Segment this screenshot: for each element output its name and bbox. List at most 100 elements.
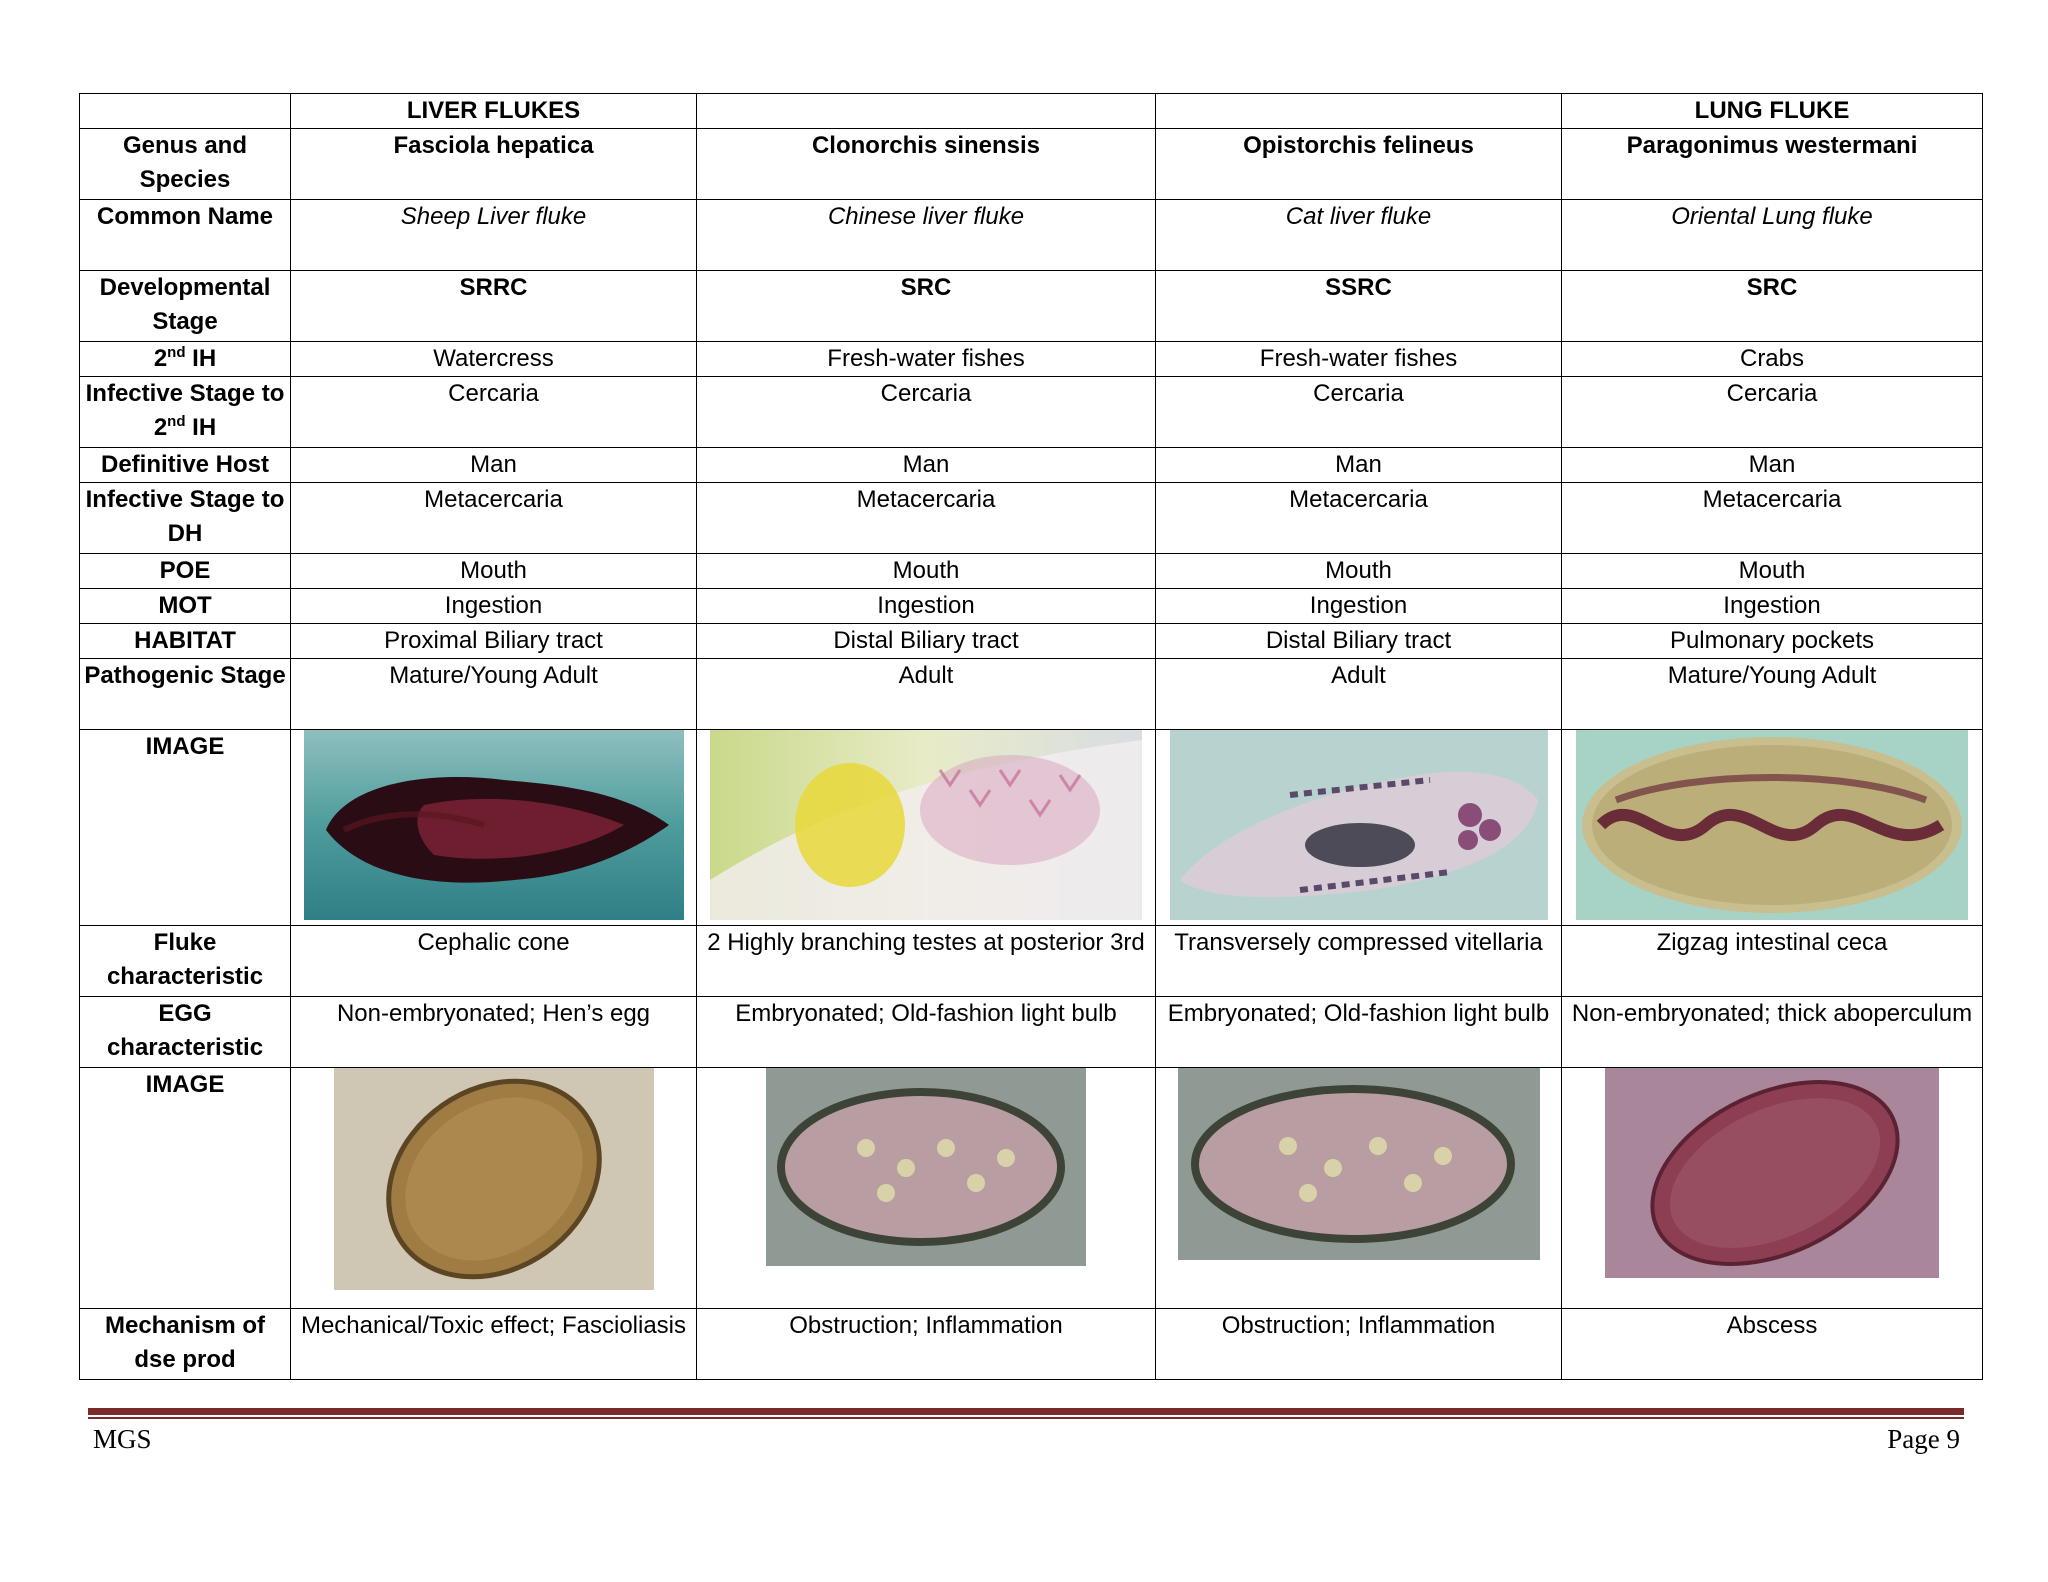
table-cell: 2 Highly branching testes at posterior 3… <box>696 925 1156 997</box>
table-row: Mechanism of dse prod Mechanical/Toxic e… <box>79 1308 1983 1380</box>
row-label: Genus and Species <box>79 128 291 200</box>
table-row: Developmental Stage SRRC SRC SSRC SRC <box>79 270 1983 342</box>
table-cell: Adult <box>1155 658 1562 730</box>
table-cell: Non-embryonated; Hen’s egg <box>290 996 697 1068</box>
paragonimus-adult-image <box>1561 729 1983 926</box>
table-cell: Watercress <box>290 341 697 377</box>
paragonimus-egg-image <box>1561 1067 1983 1309</box>
table-cell: SRRC <box>290 270 697 342</box>
table-cell: Clonorchis sinensis <box>696 128 1156 200</box>
table-cell: Chinese liver fluke <box>696 199 1156 271</box>
egg-image-row: IMAGE <box>79 1067 1983 1309</box>
table-cell: Cephalic cone <box>290 925 697 997</box>
table-cell: Mouth <box>290 553 697 589</box>
lung-fluke-heading: LUNG FLUKE <box>1561 93 1983 129</box>
empty-group-cell <box>696 93 1156 129</box>
table-cell: Obstruction; Inflammation <box>1155 1308 1562 1380</box>
table-cell: Oriental Lung fluke <box>1561 199 1983 271</box>
table-cell: Sheep Liver fluke <box>290 199 697 271</box>
corner-cell <box>79 93 291 129</box>
clonorchis-adult-image <box>696 729 1156 926</box>
table-row: Infective Stage to DH Metacercaria Metac… <box>79 482 1983 554</box>
table-row: Definitive Host Man Man Man Man <box>79 447 1983 483</box>
opisthorchis-egg-image <box>1155 1067 1562 1309</box>
fluke-comparison-table: LIVER FLUKES LUNG FLUKE Genus and Specie… <box>79 93 1983 1380</box>
table-row: EGG characteristic Non-embryonated; Hen’… <box>79 996 1983 1068</box>
table-cell: Mouth <box>1155 553 1562 589</box>
table-cell: Man <box>696 447 1156 483</box>
table-cell: Embryonated; Old-fashion light bulb <box>1155 996 1562 1068</box>
table-cell: Mouth <box>1561 553 1983 589</box>
table-cell: Embryonated; Old-fashion light bulb <box>696 996 1156 1068</box>
page-number: Page 9 <box>1887 1424 1960 1454</box>
table-cell: SSRC <box>1155 270 1562 342</box>
table-row: Pathogenic Stage Mature/Young Adult Adul… <box>79 658 1983 730</box>
table-cell: SRC <box>1561 270 1983 342</box>
table-cell: Man <box>1561 447 1983 483</box>
group-header-row: LIVER FLUKES LUNG FLUKE <box>79 93 1983 129</box>
table-cell: Abscess <box>1561 1308 1983 1380</box>
table-cell: Man <box>290 447 697 483</box>
table-cell: Mouth <box>696 553 1156 589</box>
row-label: Definitive Host <box>79 447 291 483</box>
clonorchis-egg-image <box>696 1067 1156 1309</box>
table-cell: Ingestion <box>1561 588 1983 624</box>
table-cell: Obstruction; Inflammation <box>696 1308 1156 1380</box>
table-cell: Non-embryonated; thick aboperculum <box>1561 996 1983 1068</box>
liver-flukes-heading: LIVER FLUKES <box>290 93 697 129</box>
table-row: POE Mouth Mouth Mouth Mouth <box>79 553 1983 589</box>
table-cell: Zigzag intestinal ceca <box>1561 925 1983 997</box>
table-cell: Cat liver fluke <box>1155 199 1562 271</box>
row-label: Common Name <box>79 199 291 271</box>
table-cell: Cercaria <box>1155 376 1562 448</box>
row-label: IMAGE <box>79 729 291 926</box>
table-row: Common Name Sheep Liver fluke Chinese li… <box>79 199 1983 271</box>
table-cell: Mature/Young Adult <box>1561 658 1983 730</box>
table-cell: Fresh-water fishes <box>696 341 1156 377</box>
table-row: Fluke characteristic Cephalic cone 2 Hig… <box>79 925 1983 997</box>
table-row: Genus and Species Fasciola hepatica Clon… <box>79 128 1983 200</box>
row-label: Infective Stage to DH <box>79 482 291 554</box>
table-cell: Mechanical/Toxic effect; Fascioliasis <box>290 1308 697 1380</box>
table-cell: Metacercaria <box>1561 482 1983 554</box>
table-cell: Transversely compressed vitellaria <box>1155 925 1562 997</box>
table-cell: Proximal Biliary tract <box>290 623 697 659</box>
row-label: MOT <box>79 588 291 624</box>
row-label: Developmental Stage <box>79 270 291 342</box>
table-cell: Adult <box>696 658 1156 730</box>
table-cell: Opistorchis felineus <box>1155 128 1562 200</box>
table-row: 2nd IH Watercress Fresh-water fishes Fre… <box>79 341 1983 377</box>
fasciola-adult-image <box>290 729 697 926</box>
table-row: Infective Stage to 2nd IH Cercaria Cerca… <box>79 376 1983 448</box>
table-cell: Distal Biliary tract <box>1155 623 1562 659</box>
table-cell: Metacercaria <box>290 482 697 554</box>
table-cell: SRC <box>696 270 1156 342</box>
row-label: Fluke characteristic <box>79 925 291 997</box>
row-label: POE <box>79 553 291 589</box>
opisthorchis-adult-image <box>1155 729 1562 926</box>
footer-rule <box>88 1408 1964 1420</box>
table-cell: Pulmonary pockets <box>1561 623 1983 659</box>
row-label: Pathogenic Stage <box>79 658 291 730</box>
table-cell: Crabs <box>1561 341 1983 377</box>
table-cell: Mature/Young Adult <box>290 658 697 730</box>
fasciola-egg-image <box>290 1067 697 1309</box>
table-cell: Fasciola hepatica <box>290 128 697 200</box>
row-label: 2nd IH <box>79 341 291 377</box>
table-cell: Ingestion <box>290 588 697 624</box>
table-cell: Paragonimus westermani <box>1561 128 1983 200</box>
table-cell: Ingestion <box>1155 588 1562 624</box>
table-cell: Fresh-water fishes <box>1155 341 1562 377</box>
table-cell: Cercaria <box>696 376 1156 448</box>
footer-author: MGS <box>93 1424 152 1454</box>
table-cell: Man <box>1155 447 1562 483</box>
row-label: HABITAT <box>79 623 291 659</box>
table-row: HABITAT Proximal Biliary tract Distal Bi… <box>79 623 1983 659</box>
table-cell: Metacercaria <box>696 482 1156 554</box>
row-label: Mechanism of dse prod <box>79 1308 291 1380</box>
table-cell: Metacercaria <box>1155 482 1562 554</box>
table-cell: Cercaria <box>290 376 697 448</box>
table-row: MOT Ingestion Ingestion Ingestion Ingest… <box>79 588 1983 624</box>
empty-group-cell <box>1155 93 1562 129</box>
adult-image-row: IMAGE <box>79 729 1983 926</box>
